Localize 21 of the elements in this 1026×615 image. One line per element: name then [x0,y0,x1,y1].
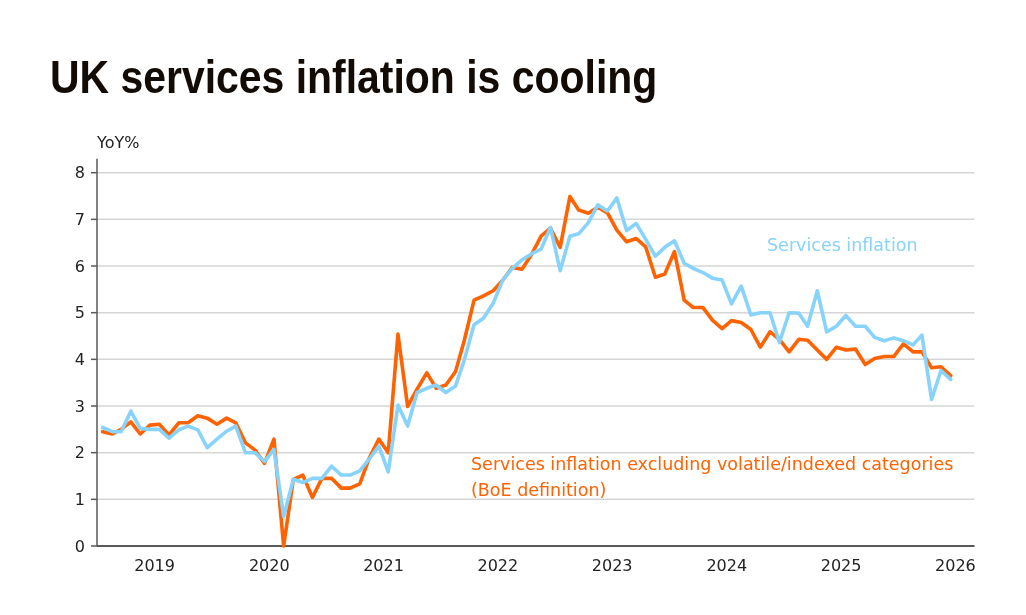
text: Services inflation [767,235,918,255]
x-tick-label: 2019 [134,556,175,575]
x-tick-label: 2023 [591,556,633,575]
x-tick-label: 2021 [363,556,404,575]
y-tick-label: 8 [74,163,85,183]
y-tick-label: 2 [74,443,85,463]
x-tick-label: 2020 [248,556,290,575]
y-tick-label: 7 [74,209,85,229]
x-tick-label: 2025 [820,556,862,575]
y-tick-label: 3 [74,396,85,416]
y-tick-label: 6 [74,256,85,276]
y-tick-label: 5 [74,303,85,323]
y-tick-label: 1 [74,489,85,509]
y-axis-title: YoY% [96,133,140,152]
y-tick-label: 0 [74,536,85,556]
x-tick-label: 2026 [935,556,976,575]
text: Services inflation excluding volatile/indexed categories (BoE definition) [471,454,954,500]
x-tick-label: 2022 [477,556,519,575]
y-tick-label: 4 [74,349,85,369]
chart-title: UK services inflation is cooling [50,51,658,103]
x-tick-label: 2024 [706,556,748,575]
